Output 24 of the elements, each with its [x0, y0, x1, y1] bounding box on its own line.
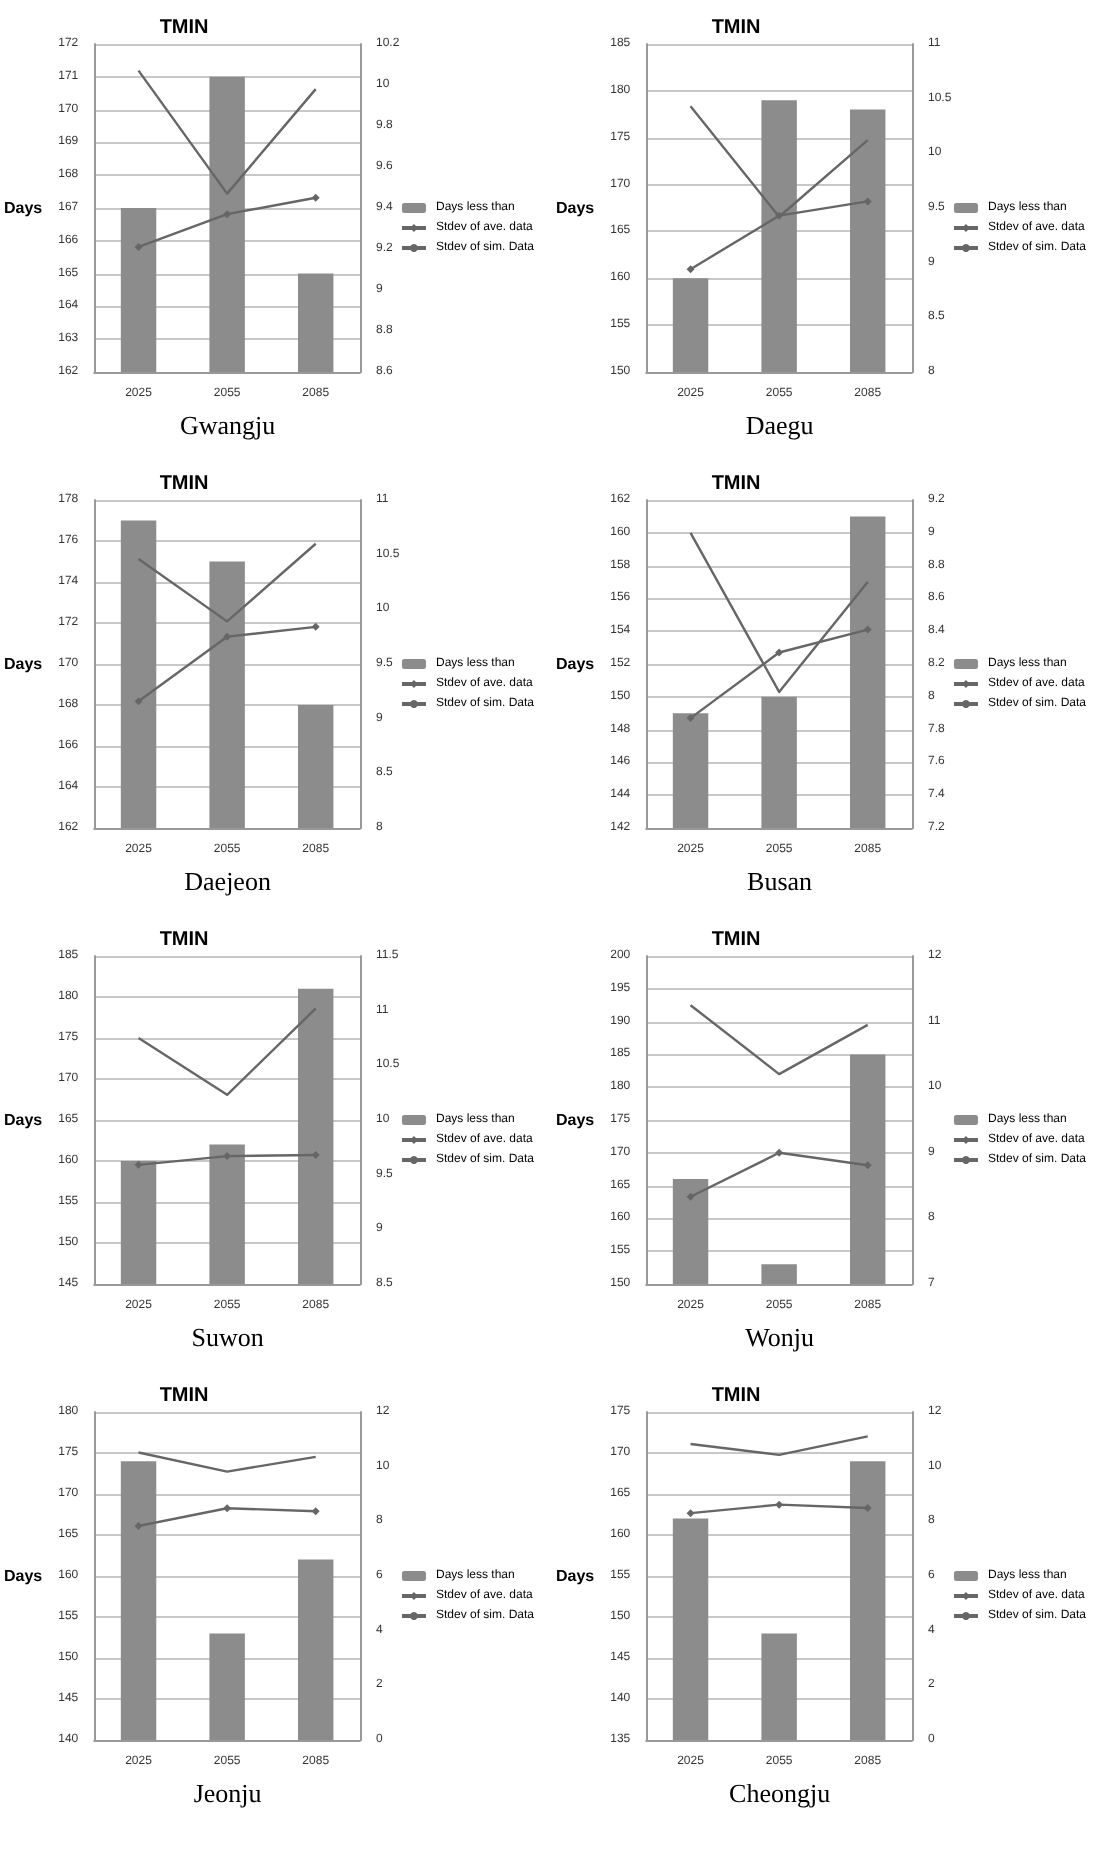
text: Daejeon: [184, 866, 272, 896]
y-axis-title: Days: [556, 199, 596, 217]
chart-title: TMIN: [159, 473, 209, 495]
y-axis-title: Days: [4, 199, 44, 217]
chart-title: TMIN: [711, 1385, 761, 1407]
chart-title: TMIN: [159, 17, 209, 39]
text: Wonju: [745, 1322, 815, 1352]
y-axis-title: Days: [4, 1567, 44, 1585]
text: Suwon: [191, 1322, 265, 1352]
y-axis-title: Days: [4, 655, 44, 673]
chart-title: TMIN: [711, 929, 761, 951]
text: Jeonju: [193, 1778, 263, 1808]
y-axis-title: Days: [556, 1111, 596, 1129]
text: Busan: [747, 866, 814, 896]
chart-title: TMIN: [711, 473, 761, 495]
chart-title: TMIN: [159, 929, 209, 951]
y-axis-title: Days: [4, 1111, 44, 1129]
text: Cheongju: [729, 1778, 832, 1808]
y-axis-title: Days: [556, 655, 596, 673]
y-axis-title: Days: [556, 1567, 596, 1585]
chart-title: TMIN: [159, 1385, 209, 1407]
text: Daegu: [745, 410, 815, 440]
chart-title: TMIN: [711, 17, 761, 39]
text: Gwangju: [179, 410, 277, 440]
